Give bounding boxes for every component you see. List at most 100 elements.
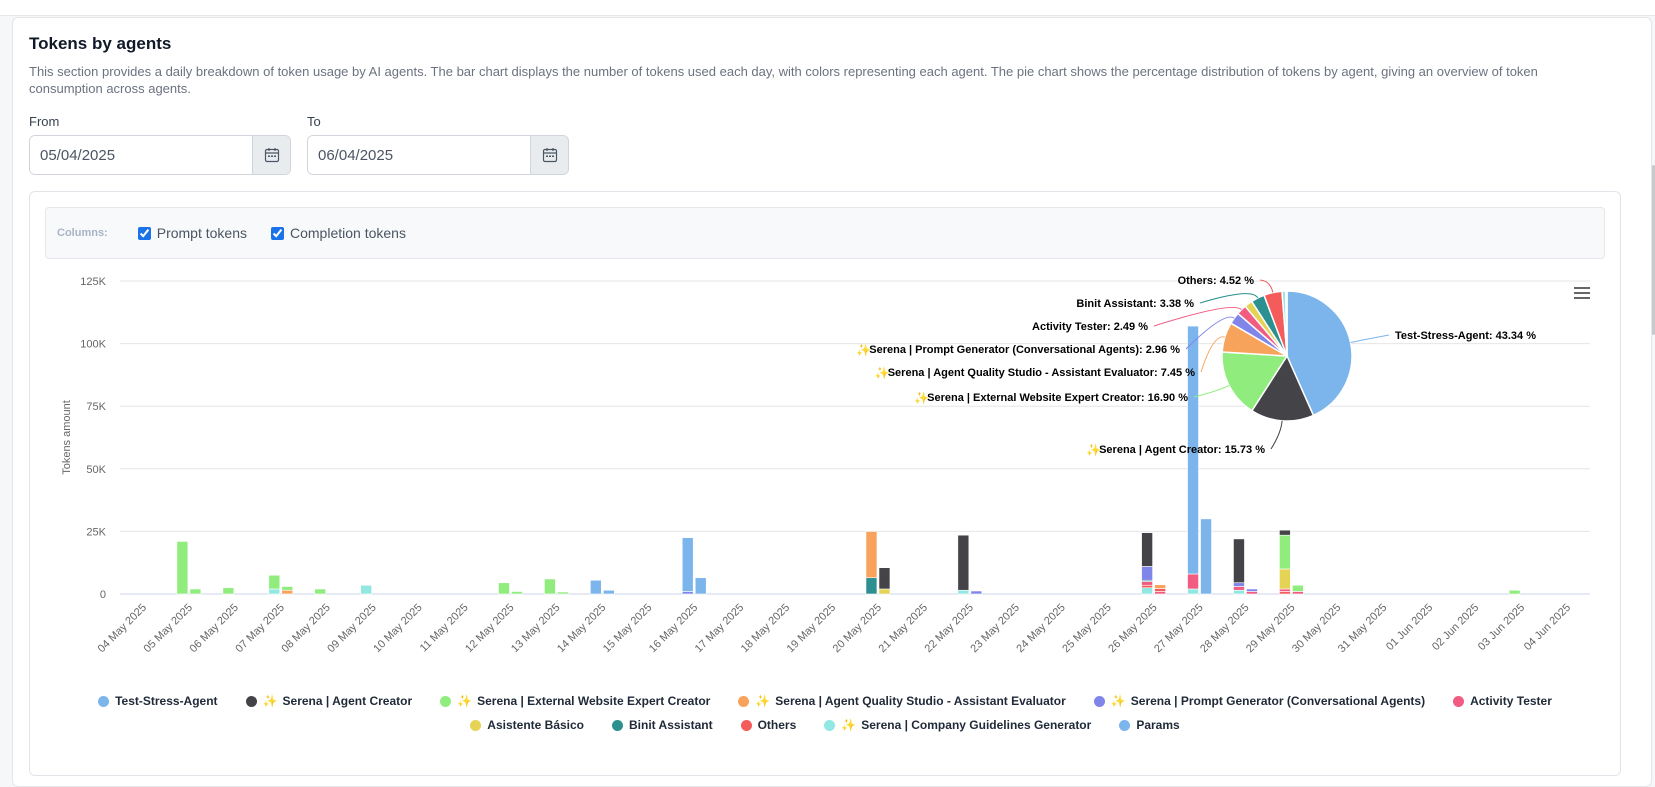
from-date-group: From [29,114,291,175]
bar-segment[interactable] [1279,588,1291,592]
bar-segment[interactable] [1141,587,1153,595]
bar-segment[interactable] [1154,588,1166,592]
legend-label: Serena | Agent Creator [282,694,413,708]
x-tick-label: 03 Jun 2025 [1476,602,1527,653]
bar-segment[interactable] [1279,534,1291,570]
bar-segment[interactable] [314,588,327,595]
legend-marker [245,695,257,707]
legend-label: Activity Tester [1470,694,1552,708]
legend-item[interactable]: ✨ Serena | Agent Creator [245,694,413,708]
bar-segment[interactable] [1200,518,1212,595]
bar-segment[interactable] [1141,566,1153,581]
bar-segment[interactable] [1246,591,1258,595]
bar-segment[interactable] [865,531,878,579]
legend-label: Binit Assistant [629,718,713,732]
bar-segment[interactable] [1292,584,1304,592]
bar-segment[interactable] [189,588,202,595]
to-date-input[interactable] [308,136,530,174]
legend-marker [1093,695,1105,707]
bar-segment[interactable] [1233,589,1245,595]
pie-data-label: Serena | Agent Quality Studio - Assistan… [888,367,1195,379]
pie-data-label: Test-Stress-Agent: 43.34 % [1395,330,1536,342]
from-date-input[interactable] [30,136,252,174]
prompt-tokens-option[interactable]: Prompt tokens [137,225,247,241]
completion-tokens-option[interactable]: Completion tokens [271,225,406,241]
bar-segment[interactable] [544,578,556,595]
bar-segment[interactable] [1246,588,1258,592]
bar-segment[interactable] [865,577,878,595]
bar-segment[interactable] [957,589,970,595]
bar-segment[interactable] [360,584,372,595]
chart-panel [29,191,1621,776]
legend-item[interactable]: ✨ Serena | Company Guidelines Generator [824,718,1091,732]
bar-segment[interactable] [1233,582,1245,587]
y-tick-label: 50K [86,464,106,476]
bar-segment[interactable] [590,579,602,595]
bar-segment[interactable] [1508,589,1521,595]
legend-item[interactable]: Params [1119,718,1180,732]
bar-segment[interactable] [970,590,983,595]
sparkle-icon: ✨ [755,694,771,708]
bar-segment[interactable] [176,541,189,595]
page-scrollbar[interactable] [1652,165,1655,335]
bar-segment[interactable] [603,589,615,595]
hamburger-menu-icon[interactable] [1572,285,1592,301]
bar-segment[interactable] [268,588,281,595]
legend-marker [470,719,482,731]
bar-segment[interactable] [1187,325,1199,575]
pie-slice[interactable] [1250,354,1315,422]
completion-tokens-checkbox[interactable] [271,226,284,240]
pie-slice[interactable] [1284,290,1288,357]
bar-segment[interactable] [511,591,523,595]
bar-segment[interactable] [878,588,891,595]
bar-segment[interactable] [1154,591,1166,595]
pie-slice[interactable] [1286,290,1353,417]
bar-segment[interactable] [1233,538,1245,584]
to-calendar-button[interactable] [530,136,568,174]
legend-item[interactable]: ✨ Serena | Agent Quality Studio - Assista… [738,694,1066,708]
legend-item[interactable]: Asistente Básico [470,718,584,732]
bar-segment[interactable] [681,591,694,595]
bar-segment[interactable] [1141,532,1153,567]
sparkle-icon: ✨ [457,694,473,708]
bar-segment[interactable] [1141,584,1153,589]
bar-segment[interactable] [281,586,294,591]
bar-segment[interactable] [1279,568,1291,590]
pie-slice[interactable] [1221,351,1289,412]
y-tick-label: 125K [80,276,106,288]
pie-connector [1193,384,1230,398]
legend-item[interactable]: ✨ Serena | Prompt Generator (Conversation… [1093,694,1425,708]
bar-segment[interactable] [222,587,235,595]
bar-segment[interactable] [1233,586,1245,591]
bar-segment[interactable] [878,567,891,590]
bar-segment[interactable] [694,577,707,595]
legend-item[interactable]: Activity Tester [1453,694,1552,708]
bar-segment[interactable] [1279,529,1291,536]
top-bar [0,0,1655,16]
bar-segment[interactable] [1154,584,1166,589]
legend-item[interactable]: Test-Stress-Agent [98,694,218,708]
bar-segment[interactable] [498,582,510,595]
legend-item[interactable]: ✨ Serena | External Website Expert Creato… [440,694,710,708]
legend-label: Test-Stress-Agent [115,694,218,708]
legend-item[interactable]: Others [740,718,796,732]
bar-segment[interactable] [1279,591,1291,595]
bar-segment[interactable] [268,574,281,590]
bar-segment[interactable] [1187,573,1199,590]
from-calendar-button[interactable] [252,136,290,174]
bar-segment[interactable] [1141,581,1153,586]
bar-segment[interactable] [1187,588,1199,595]
bar-segment[interactable] [281,589,294,595]
bar-segment[interactable] [681,537,694,592]
x-tick-label: 02 Jun 2025 [1430,602,1481,653]
bar-segment[interactable] [557,591,569,595]
prompt-tokens-checkbox[interactable] [137,226,151,240]
bar-segment[interactable] [1292,591,1304,595]
pie-connector [1185,316,1235,350]
x-tick-label: 10 May 2025 [371,602,424,655]
y-tick-label: 100K [80,339,106,351]
from-date-field [29,135,291,175]
legend-item[interactable]: Binit Assistant [612,718,713,732]
bar-segment[interactable] [957,534,970,591]
